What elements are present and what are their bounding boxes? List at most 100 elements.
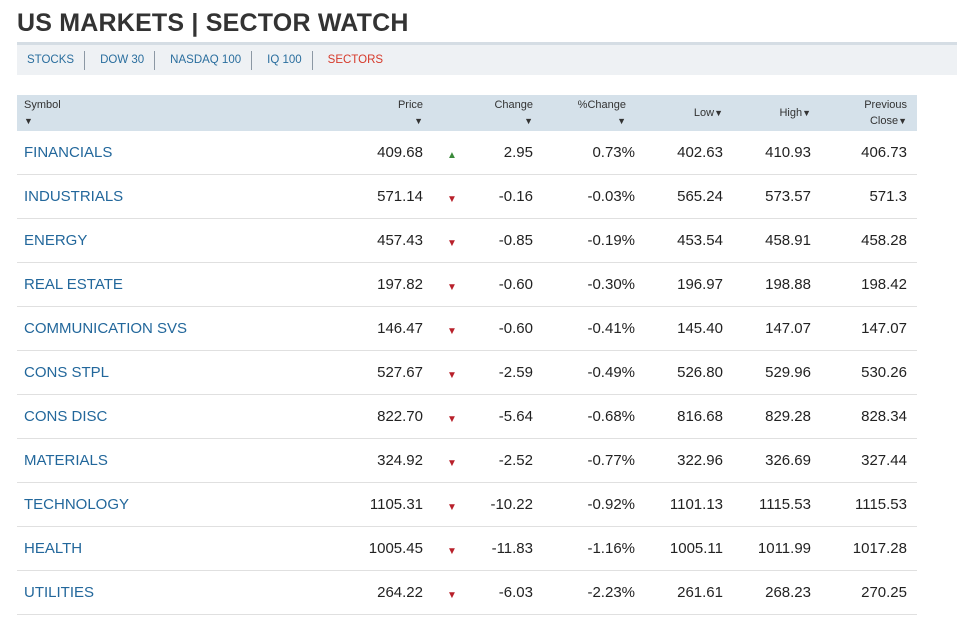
- table-header: Symbol ▼ Price ▼ Change ▼ %Change ▼ Low▼…: [17, 95, 917, 131]
- pct-change-value: -0.41%: [587, 320, 635, 337]
- sector-table: Symbol ▼ Price ▼ Change ▼ %Change ▼ Low▼…: [17, 95, 917, 615]
- sector-symbol-link[interactable]: CONS STPL: [24, 364, 110, 381]
- price-value: 571.14: [377, 188, 423, 205]
- low-value: 526.80: [677, 364, 723, 381]
- high-value: 410.93: [765, 144, 811, 161]
- tab-iq-100[interactable]: IQ 100: [267, 50, 313, 70]
- high-value: 829.28: [765, 408, 811, 425]
- price-header-label: Price: [397, 99, 423, 111]
- previous-close-value: 530.26: [861, 364, 907, 381]
- table-row: ENERGY 457.43 ▼ -0.85 -0.19% 453.54 458.91 458.…: [17, 219, 917, 263]
- change-value: -0.60: [498, 276, 533, 293]
- table-row: MATERIALS 324.92 ▼ -2.52 -0.77% 322.96 326.69 3…: [17, 439, 917, 483]
- sector-symbol-link[interactable]: UTILITIES: [24, 584, 95, 601]
- sort-arrow-icon: ▼: [802, 108, 811, 118]
- column-header-change[interactable]: Change ▼: [494, 97, 533, 129]
- sector-symbol-link[interactable]: TECHNOLOGY: [24, 496, 130, 513]
- column-header-pct-change[interactable]: %Change ▼: [578, 97, 626, 129]
- previous-close-value: 458.28: [861, 232, 907, 249]
- column-header-low[interactable]: Low▼: [694, 105, 723, 121]
- low-header-label: Low: [693, 107, 715, 119]
- sector-symbol-link[interactable]: FINANCIALS: [24, 144, 113, 161]
- sector-symbol-link[interactable]: MATERIALS: [24, 452, 108, 469]
- change-value: -2.59: [498, 364, 533, 381]
- pct-change-value: -0.68%: [587, 408, 635, 425]
- sector-symbol-link[interactable]: INDUSTRIALS: [24, 188, 124, 205]
- change-value: 2.95: [503, 144, 533, 161]
- change-value: -0.16: [498, 188, 533, 205]
- high-header-label: High: [779, 107, 803, 119]
- low-value: 453.54: [677, 232, 723, 249]
- sort-arrow-icon: ▼: [524, 116, 533, 126]
- previous-close-value: 270.25: [861, 584, 907, 601]
- previous-close-header-label-line2: Close: [869, 115, 899, 127]
- tab-dow-30[interactable]: DOW 30: [100, 50, 156, 70]
- column-header-high[interactable]: High▼: [779, 105, 811, 121]
- table-row: FINANCIALS 409.68 ▲ 2.95 0.73% 402.63 410.93 40…: [17, 131, 917, 175]
- table-body: FINANCIALS 409.68 ▲ 2.95 0.73% 402.63 410.93 40…: [17, 131, 917, 615]
- low-value: 261.61: [677, 584, 723, 601]
- direction-icon: ▲: [447, 150, 457, 161]
- change-value: -0.85: [498, 232, 533, 249]
- column-header-symbol[interactable]: Symbol ▼: [24, 97, 61, 129]
- direction-icon: ▼: [447, 326, 457, 337]
- direction-icon: ▼: [447, 458, 457, 469]
- table-row: REAL ESTATE 197.82 ▼ -0.60 -0.30% 196.97 198.8…: [17, 263, 917, 307]
- table-row: HEALTH 1005.45 ▼ -11.83 -1.16% 1005.11 1011.99…: [17, 527, 917, 571]
- pct-change-value: -0.49%: [587, 364, 635, 381]
- previous-close-header-label-line1: Previous: [864, 99, 907, 111]
- high-value: 1115.53: [759, 496, 811, 513]
- pct-change-value: -0.03%: [587, 188, 635, 205]
- price-value: 527.67: [377, 364, 423, 381]
- change-value: -11.83: [491, 540, 533, 557]
- table-row: INDUSTRIALS 571.14 ▼ -0.16 -0.03% 565.24 573.5…: [17, 175, 917, 219]
- low-value: 196.97: [677, 276, 723, 293]
- sector-symbol-link[interactable]: COMMUNICATION SVS: [24, 320, 188, 337]
- previous-close-value: 828.34: [861, 408, 907, 425]
- price-value: 264.22: [377, 584, 423, 601]
- market-tabs: STOCKS DOW 30 NASDAQ 100 IQ 100 SECTORS: [17, 45, 957, 75]
- tab-sectors[interactable]: SECTORS: [327, 53, 384, 66]
- tab-stocks[interactable]: STOCKS: [27, 50, 86, 70]
- change-value: -5.64: [498, 408, 533, 425]
- high-value: 458.91: [765, 232, 811, 249]
- price-value: 146.47: [377, 320, 423, 337]
- pct-change-value: -0.92%: [587, 496, 635, 513]
- pct-change-value: -0.30%: [587, 276, 635, 293]
- previous-close-value: 327.44: [861, 452, 907, 469]
- change-header-label: Change: [494, 99, 533, 111]
- column-header-price[interactable]: Price ▼: [398, 97, 423, 129]
- tab-nasdaq-100[interactable]: NASDAQ 100: [170, 50, 253, 70]
- direction-icon: ▼: [447, 546, 457, 557]
- low-value: 565.24: [677, 188, 723, 205]
- sort-arrow-icon: ▼: [714, 108, 723, 118]
- change-value: -2.52: [498, 452, 533, 469]
- page-title: US MARKETS | SECTOR WATCH: [17, 9, 409, 37]
- sector-symbol-link[interactable]: CONS DISC: [24, 408, 108, 425]
- previous-close-value: 571.3: [869, 188, 907, 205]
- price-value: 324.92: [377, 452, 423, 469]
- sector-symbol-link[interactable]: HEALTH: [24, 540, 83, 557]
- low-value: 402.63: [677, 144, 723, 161]
- high-value: 198.88: [765, 276, 811, 293]
- sector-symbol-link[interactable]: ENERGY: [24, 232, 88, 249]
- low-value: 1005.11: [669, 540, 723, 557]
- sector-symbol-link[interactable]: REAL ESTATE: [24, 276, 123, 293]
- previous-close-value: 1115.53: [855, 496, 907, 513]
- direction-icon: ▼: [447, 414, 457, 425]
- direction-icon: ▼: [447, 502, 457, 513]
- sort-arrow-icon: ▼: [898, 116, 907, 126]
- low-value: 1101.13: [669, 496, 723, 513]
- high-value: 268.23: [765, 584, 811, 601]
- direction-icon: ▼: [447, 590, 457, 601]
- previous-close-value: 147.07: [861, 320, 907, 337]
- low-value: 322.96: [677, 452, 723, 469]
- table-row: COMMUNICATION SVS 146.47 ▼ -0.60 -0.41% 145.4…: [17, 307, 917, 351]
- table-row: CONS STPL 527.67 ▼ -2.59 -0.49% 526.80 529.96 5…: [17, 351, 917, 395]
- sort-arrow-icon: ▼: [617, 116, 626, 126]
- high-value: 326.69: [765, 452, 811, 469]
- previous-close-value: 1017.28: [852, 540, 907, 557]
- pct-change-value: 0.73%: [592, 144, 635, 161]
- column-header-previous-close[interactable]: Previous Close▼: [864, 97, 907, 129]
- pct-change-value: -1.16%: [587, 540, 635, 557]
